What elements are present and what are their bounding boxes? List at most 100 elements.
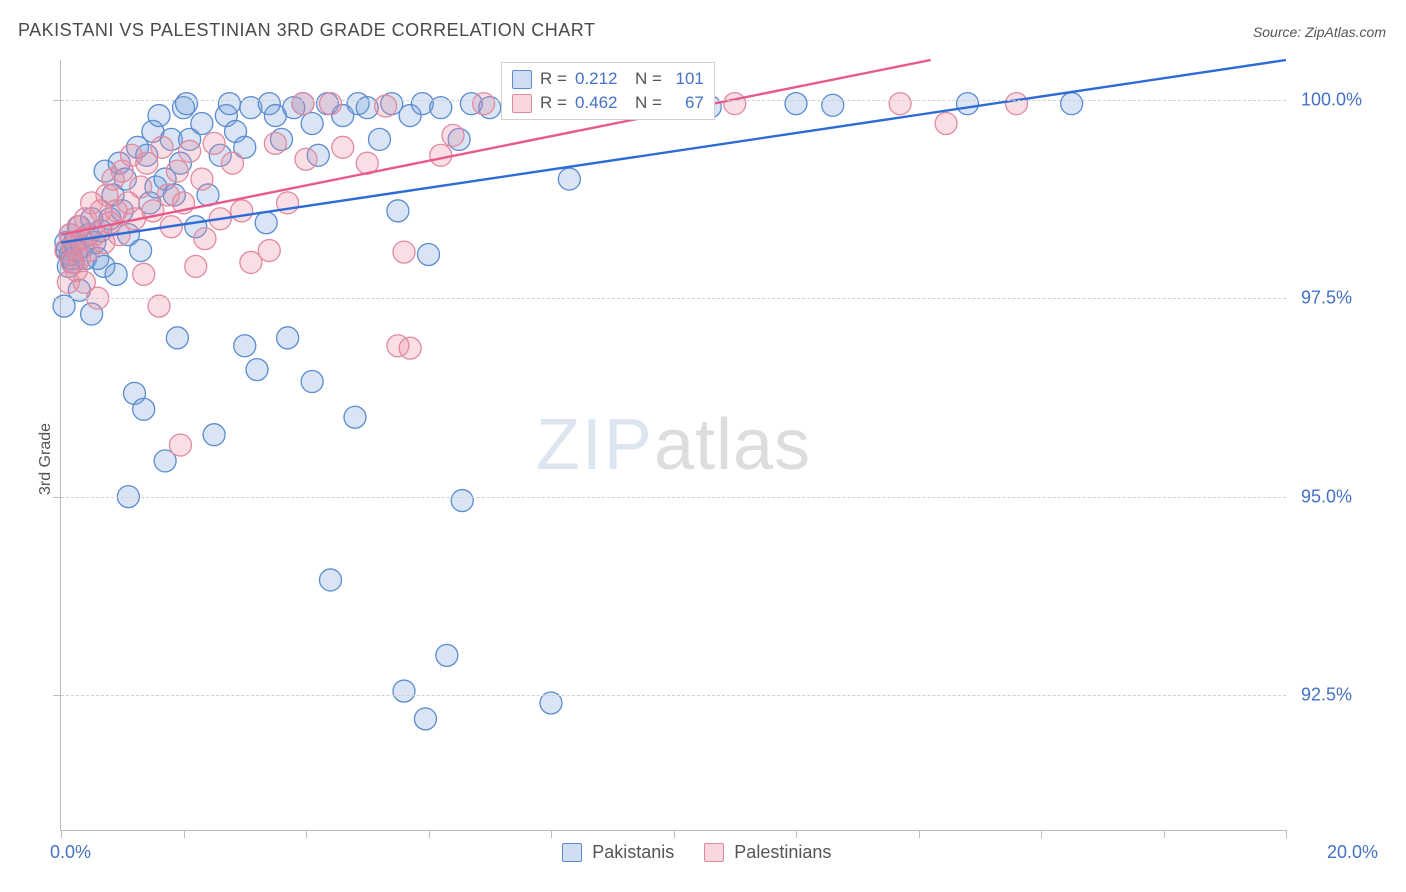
chart-title: PAKISTANI VS PALESTINIAN 3RD GRADE CORRE… bbox=[18, 20, 595, 41]
gridline-h bbox=[61, 695, 1286, 696]
plot-area: ZIPatlas 92.5%95.0%97.5%100.0% bbox=[60, 60, 1286, 831]
data-point bbox=[436, 644, 458, 666]
data-point bbox=[191, 168, 213, 190]
x-tick bbox=[429, 830, 430, 838]
data-point bbox=[301, 370, 323, 392]
data-point bbox=[234, 335, 256, 357]
legend-item: Palestinians bbox=[704, 842, 831, 863]
x-tick bbox=[674, 830, 675, 838]
data-point bbox=[185, 255, 207, 277]
data-point bbox=[166, 160, 188, 182]
data-point bbox=[344, 406, 366, 428]
n-label: N = bbox=[635, 93, 662, 113]
data-point bbox=[133, 398, 155, 420]
data-point bbox=[430, 144, 452, 166]
y-tick bbox=[53, 100, 61, 101]
data-point bbox=[320, 569, 342, 591]
y-tick-label: 95.0% bbox=[1301, 486, 1391, 507]
x-tick bbox=[1041, 830, 1042, 838]
data-point bbox=[222, 152, 244, 174]
legend-row: R =0.212N =101 bbox=[512, 67, 704, 91]
x-tick bbox=[919, 830, 920, 838]
n-value: 67 bbox=[670, 93, 704, 113]
data-point bbox=[231, 200, 253, 222]
data-point bbox=[1061, 93, 1083, 115]
data-point bbox=[442, 124, 464, 146]
data-point bbox=[393, 680, 415, 702]
data-point bbox=[1006, 93, 1028, 115]
data-point bbox=[332, 136, 354, 158]
r-value: 0.462 bbox=[575, 93, 627, 113]
y-tick-label: 92.5% bbox=[1301, 685, 1391, 706]
y-tick-label: 97.5% bbox=[1301, 288, 1391, 309]
legend-swatch bbox=[512, 94, 532, 113]
x-tick bbox=[184, 830, 185, 838]
data-point bbox=[246, 359, 268, 381]
data-point bbox=[194, 228, 216, 250]
x-axis-max-label: 20.0% bbox=[1327, 842, 1378, 863]
data-point bbox=[203, 132, 225, 154]
gridline-h bbox=[61, 497, 1286, 498]
legend-label: Pakistanis bbox=[592, 842, 674, 863]
x-tick bbox=[61, 830, 62, 838]
data-point bbox=[451, 490, 473, 512]
data-point bbox=[255, 212, 277, 234]
data-point bbox=[258, 240, 280, 262]
legend-swatch bbox=[704, 843, 724, 862]
legend-label: Palestinians bbox=[734, 842, 831, 863]
legend-swatch bbox=[512, 70, 532, 89]
data-point bbox=[558, 168, 580, 190]
data-point bbox=[277, 327, 299, 349]
r-label: R = bbox=[540, 69, 567, 89]
x-tick bbox=[1286, 830, 1287, 838]
data-point bbox=[218, 93, 240, 115]
data-point bbox=[375, 95, 397, 117]
data-point bbox=[191, 113, 213, 135]
data-point bbox=[473, 93, 495, 115]
data-point bbox=[369, 128, 391, 150]
legend-row: R = 0.462 N = 67 bbox=[512, 91, 704, 115]
data-point bbox=[176, 93, 198, 115]
r-label: R = bbox=[540, 93, 567, 113]
correlation-legend: R =0.212N =101R =0.462N =67 bbox=[501, 62, 715, 120]
data-point bbox=[295, 148, 317, 170]
data-point bbox=[292, 93, 314, 115]
y-tick bbox=[53, 695, 61, 696]
data-point bbox=[130, 240, 152, 262]
x-tick bbox=[1164, 830, 1165, 838]
data-point bbox=[935, 113, 957, 135]
data-point bbox=[387, 200, 409, 222]
x-axis-min-label: 0.0% bbox=[50, 842, 91, 863]
data-point bbox=[399, 337, 421, 359]
data-point bbox=[320, 93, 342, 115]
data-point bbox=[889, 93, 911, 115]
data-point bbox=[148, 105, 170, 127]
n-value: 101 bbox=[670, 69, 704, 89]
y-axis-label: 3rd Grade bbox=[37, 423, 55, 495]
data-point bbox=[130, 176, 152, 198]
data-point bbox=[724, 93, 746, 115]
series-legend: Pakistanis Palestinians bbox=[562, 842, 831, 863]
data-point bbox=[785, 93, 807, 115]
data-point bbox=[203, 424, 225, 446]
n-label: N = bbox=[635, 69, 662, 89]
y-tick bbox=[53, 497, 61, 498]
data-point bbox=[264, 132, 286, 154]
chart-svg bbox=[61, 60, 1286, 830]
data-point bbox=[822, 94, 844, 116]
data-point bbox=[105, 263, 127, 285]
data-point bbox=[957, 93, 979, 115]
data-point bbox=[393, 241, 415, 263]
source-attribution: Source: ZipAtlas.com bbox=[1253, 24, 1386, 40]
gridline-h bbox=[61, 298, 1286, 299]
data-point bbox=[418, 243, 440, 265]
data-point bbox=[179, 140, 201, 162]
data-point bbox=[301, 113, 323, 135]
y-tick bbox=[53, 298, 61, 299]
x-tick bbox=[796, 830, 797, 838]
data-point bbox=[133, 263, 155, 285]
data-point bbox=[169, 434, 191, 456]
legend-item: Pakistanis bbox=[562, 842, 674, 863]
x-tick bbox=[551, 830, 552, 838]
y-tick-label: 100.0% bbox=[1301, 89, 1391, 110]
